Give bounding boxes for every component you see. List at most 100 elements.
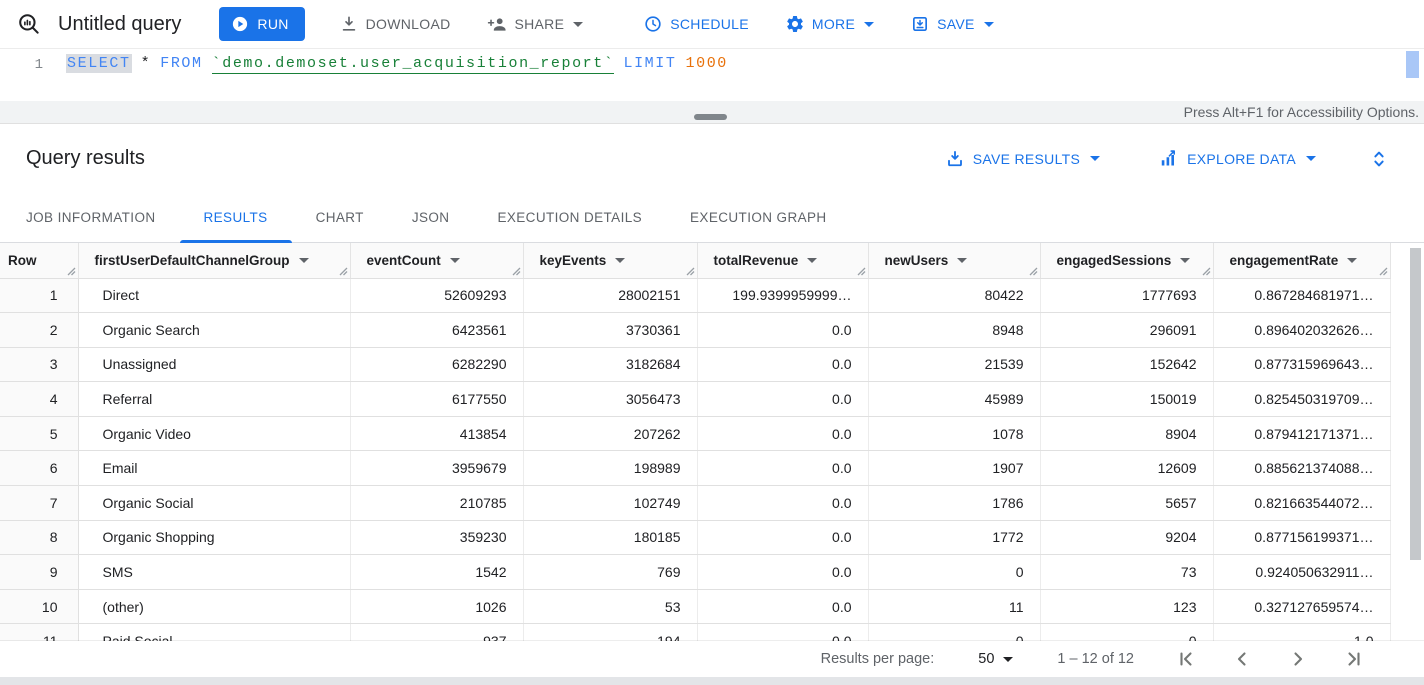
cell-channel[interactable]: Paid Social bbox=[78, 623, 351, 641]
row-number-cell[interactable]: 6 bbox=[0, 450, 79, 487]
cell-keyEvents[interactable]: 198989 bbox=[523, 450, 698, 487]
cell-keyEvents[interactable]: 194 bbox=[523, 623, 698, 641]
tab-chart[interactable]: CHART bbox=[315, 209, 364, 225]
cell-engagedSessions[interactable]: 1777693 bbox=[1040, 278, 1214, 314]
cell-newUsers[interactable]: 11 bbox=[868, 589, 1041, 625]
cell-totalRevenue[interactable]: 0.0 bbox=[697, 520, 869, 556]
cell-eventCount[interactable]: 937 bbox=[350, 623, 524, 641]
sort-caret-icon[interactable] bbox=[1180, 257, 1191, 263]
cell-totalRevenue[interactable]: 0.0 bbox=[697, 623, 869, 641]
cell-newUsers[interactable]: 21539 bbox=[868, 347, 1041, 383]
cell-channel[interactable]: Unassigned bbox=[78, 347, 351, 383]
column-resize-handle[interactable] bbox=[1202, 267, 1211, 276]
column-header-newUsers[interactable]: newUsers bbox=[868, 243, 1041, 279]
cell-engagementRate[interactable]: 0.821663544072… bbox=[1213, 485, 1391, 521]
row-number-cell[interactable]: 3 bbox=[0, 347, 79, 383]
cell-channel[interactable]: Email bbox=[78, 450, 351, 487]
cell-channel[interactable]: (other) bbox=[78, 589, 351, 625]
cell-totalRevenue[interactable]: 199.9399959999… bbox=[697, 278, 869, 314]
next-page-button[interactable] bbox=[1286, 647, 1310, 671]
cell-newUsers[interactable]: 80422 bbox=[868, 278, 1041, 314]
cell-engagementRate[interactable]: 0.896402032626… bbox=[1213, 312, 1391, 348]
row-number-cell[interactable]: 8 bbox=[0, 520, 79, 556]
cell-newUsers[interactable]: 1786 bbox=[868, 485, 1041, 521]
panel-resize-handle[interactable] bbox=[694, 114, 727, 120]
run-button[interactable]: RUN bbox=[219, 7, 305, 41]
sort-caret-icon[interactable] bbox=[957, 257, 968, 263]
explore-data-button[interactable]: EXPLORE DATA bbox=[1152, 147, 1322, 170]
cell-newUsers[interactable]: 0 bbox=[868, 623, 1041, 641]
column-header-engagementRate[interactable]: engagementRate bbox=[1213, 243, 1391, 279]
first-page-button[interactable] bbox=[1174, 647, 1198, 671]
column-resize-handle[interactable] bbox=[339, 267, 348, 276]
cell-totalRevenue[interactable]: 0.0 bbox=[697, 381, 869, 417]
cell-engagementRate[interactable]: 0.867284681971… bbox=[1213, 278, 1391, 314]
editor-scrollbar[interactable] bbox=[1406, 51, 1419, 78]
cell-totalRevenue[interactable]: 0.0 bbox=[697, 312, 869, 348]
save-results-button[interactable]: SAVE RESULTS bbox=[939, 148, 1106, 170]
column-resize-handle[interactable] bbox=[1379, 267, 1388, 276]
cell-newUsers[interactable]: 45989 bbox=[868, 381, 1041, 417]
column-header-channel[interactable]: firstUserDefaultChannelGroup bbox=[78, 243, 351, 279]
cell-newUsers[interactable]: 0 bbox=[868, 554, 1041, 590]
cell-eventCount[interactable]: 1542 bbox=[350, 554, 524, 590]
cell-totalRevenue[interactable]: 0.0 bbox=[697, 347, 869, 383]
cell-keyEvents[interactable]: 3056473 bbox=[523, 381, 698, 417]
cell-engagementRate[interactable]: 1.0 bbox=[1213, 623, 1391, 641]
cell-newUsers[interactable]: 8948 bbox=[868, 312, 1041, 348]
tab-json[interactable]: JSON bbox=[411, 209, 450, 225]
column-header-row[interactable]: Row bbox=[0, 243, 79, 279]
cell-engagementRate[interactable]: 0.825450319709… bbox=[1213, 381, 1391, 417]
column-header-engagedSessions[interactable]: engagedSessions bbox=[1040, 243, 1214, 279]
row-number-cell[interactable]: 4 bbox=[0, 381, 79, 417]
last-page-button[interactable] bbox=[1342, 647, 1366, 671]
column-header-keyEvents[interactable]: keyEvents bbox=[523, 243, 698, 279]
sort-caret-icon[interactable] bbox=[449, 257, 460, 263]
cell-engagedSessions[interactable]: 123 bbox=[1040, 589, 1214, 625]
cell-channel[interactable]: SMS bbox=[78, 554, 351, 590]
cell-eventCount[interactable]: 413854 bbox=[350, 416, 524, 452]
cell-engagedSessions[interactable]: 8904 bbox=[1040, 416, 1214, 452]
cell-engagementRate[interactable]: 0.924050632911… bbox=[1213, 554, 1391, 590]
sql-editor[interactable]: 1 SELECT * FROM `demo.demoset.user_acquisit… bbox=[0, 50, 1424, 101]
column-resize-handle[interactable] bbox=[857, 267, 866, 276]
cell-engagementRate[interactable]: 0.879412171371… bbox=[1213, 416, 1391, 452]
download-button[interactable]: DOWNLOAD bbox=[333, 7, 457, 41]
cell-newUsers[interactable]: 1772 bbox=[868, 520, 1041, 556]
row-number-cell[interactable]: 2 bbox=[0, 312, 79, 348]
cell-channel[interactable]: Direct bbox=[78, 278, 351, 314]
cell-engagedSessions[interactable]: 150019 bbox=[1040, 381, 1214, 417]
cell-engagementRate[interactable]: 0.877315969643… bbox=[1213, 347, 1391, 383]
column-resize-handle[interactable] bbox=[1029, 267, 1038, 276]
cell-keyEvents[interactable]: 3182684 bbox=[523, 347, 698, 383]
cell-eventCount[interactable]: 210785 bbox=[350, 485, 524, 521]
cell-engagedSessions[interactable]: 296091 bbox=[1040, 312, 1214, 348]
cell-newUsers[interactable]: 1078 bbox=[868, 416, 1041, 452]
cell-eventCount[interactable]: 52609293 bbox=[350, 278, 524, 314]
cell-keyEvents[interactable]: 102749 bbox=[523, 485, 698, 521]
cell-engagedSessions[interactable]: 152642 bbox=[1040, 347, 1214, 383]
cell-keyEvents[interactable]: 28002151 bbox=[523, 278, 698, 314]
table-vertical-scrollbar[interactable] bbox=[1410, 245, 1421, 639]
cell-channel[interactable]: Referral bbox=[78, 381, 351, 417]
cell-eventCount[interactable]: 359230 bbox=[350, 520, 524, 556]
scrollbar-thumb[interactable] bbox=[1410, 248, 1421, 560]
previous-page-button[interactable] bbox=[1230, 647, 1254, 671]
cell-eventCount[interactable]: 6177550 bbox=[350, 381, 524, 417]
cell-keyEvents[interactable]: 769 bbox=[523, 554, 698, 590]
cell-eventCount[interactable]: 1026 bbox=[350, 589, 524, 625]
more-button[interactable]: MORE bbox=[779, 7, 880, 41]
column-header-eventCount[interactable]: eventCount bbox=[350, 243, 524, 279]
cell-engagedSessions[interactable]: 5657 bbox=[1040, 485, 1214, 521]
sql-table-reference[interactable]: `demo.demoset.user_acquisition_report` bbox=[211, 55, 615, 74]
cell-eventCount[interactable]: 6282290 bbox=[350, 347, 524, 383]
cell-keyEvents[interactable]: 207262 bbox=[523, 416, 698, 452]
tab-execution-details[interactable]: EXECUTION DETAILS bbox=[497, 209, 643, 225]
cell-channel[interactable]: Organic Social bbox=[78, 485, 351, 521]
cell-totalRevenue[interactable]: 0.0 bbox=[697, 554, 869, 590]
cell-channel[interactable]: Organic Search bbox=[78, 312, 351, 348]
cell-newUsers[interactable]: 1907 bbox=[868, 450, 1041, 487]
sql-code-line[interactable]: SELECT * FROM `demo.demoset.user_acquisitio… bbox=[46, 50, 728, 101]
sort-caret-icon[interactable] bbox=[807, 257, 818, 263]
cell-engagedSessions[interactable]: 73 bbox=[1040, 554, 1214, 590]
